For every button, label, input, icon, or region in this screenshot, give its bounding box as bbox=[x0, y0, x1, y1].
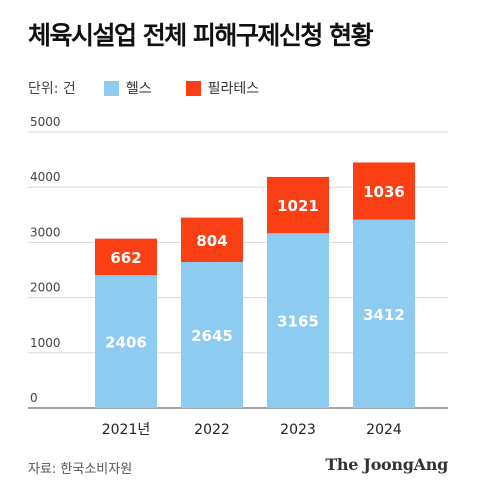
bar-pilates bbox=[95, 238, 157, 276]
bar-pilates bbox=[353, 162, 415, 220]
chart-title: 체육시설업 전체 피해구제신청 현황 bbox=[28, 21, 374, 50]
data-label-health: 2645 bbox=[191, 327, 233, 345]
legend-label-health: 헬스 bbox=[125, 81, 152, 97]
y-tick-label: 1000 bbox=[30, 336, 61, 350]
y-tick-label: 2000 bbox=[30, 281, 61, 295]
data-label-pilates: 1036 bbox=[363, 183, 405, 201]
data-label-pilates: 804 bbox=[196, 232, 227, 250]
y-tick-label: 5000 bbox=[30, 115, 61, 129]
x-tick-label: 2022 bbox=[194, 422, 230, 438]
y-tick-label: 3000 bbox=[30, 225, 61, 239]
data-label-pilates: 662 bbox=[110, 249, 141, 267]
y-tick-label: 0 bbox=[30, 391, 38, 405]
source-note: 자료: 한국소비자원 bbox=[28, 462, 133, 477]
x-tick-label: 2023 bbox=[280, 422, 316, 438]
bar-health bbox=[95, 275, 157, 408]
x-tick-label: 2021년 bbox=[102, 422, 151, 438]
y-tick-label: 4000 bbox=[30, 170, 61, 184]
legend-swatch-pilates bbox=[185, 80, 201, 96]
bar-health bbox=[181, 261, 243, 408]
legend-swatch-health bbox=[103, 80, 119, 96]
data-label-health: 2406 bbox=[105, 334, 147, 352]
legend-label-pilates: 필라테스 bbox=[207, 81, 260, 97]
data-label-health: 3412 bbox=[363, 306, 405, 324]
bar-pilates bbox=[267, 176, 329, 234]
legend-item-pilates: 필라테스 bbox=[185, 78, 260, 98]
bar-health bbox=[353, 219, 415, 408]
bar-pilates bbox=[181, 217, 243, 262]
data-label-health: 3165 bbox=[277, 313, 319, 331]
bar-health bbox=[267, 233, 329, 408]
legend-item-health: 헬스 bbox=[103, 78, 152, 98]
data-label-pilates: 1021 bbox=[277, 197, 319, 215]
unit-label: 단위: 건 bbox=[28, 81, 76, 97]
x-tick-label: 2024 bbox=[366, 422, 402, 438]
legend: 단위: 건 헬스 필라테스 bbox=[28, 78, 293, 98]
publisher-logo: The JoongAng bbox=[325, 455, 448, 474]
